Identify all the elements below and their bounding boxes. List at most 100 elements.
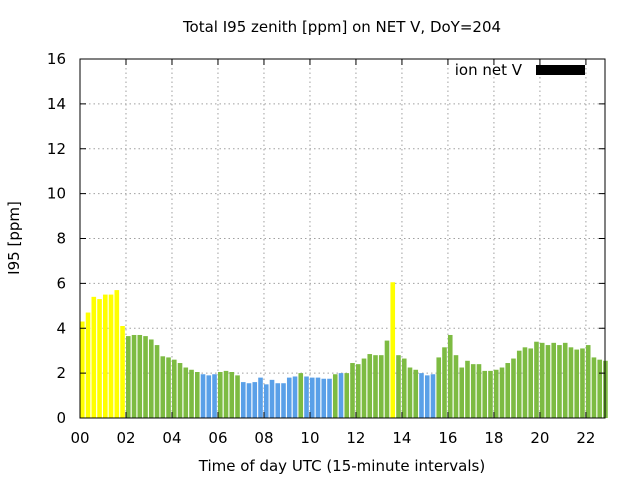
bar-11	[143, 336, 148, 418]
bar-59	[419, 373, 424, 418]
bar-18	[183, 367, 189, 418]
bar-79	[534, 341, 539, 418]
bar-70	[482, 370, 488, 418]
bar-78	[528, 348, 534, 418]
legend: ion net V	[455, 61, 585, 79]
bar-77	[522, 347, 528, 418]
bar-34	[275, 383, 281, 418]
bar-7	[120, 326, 125, 418]
x-tick-label-9: 18	[484, 429, 503, 447]
bar-14	[160, 356, 166, 418]
bar-65	[453, 355, 459, 418]
x-tick-label-5: 10	[300, 429, 319, 447]
bar-75	[511, 358, 516, 418]
bar-3	[97, 299, 102, 418]
bar-48	[355, 364, 361, 418]
bar-19	[189, 369, 194, 418]
y-tick-label-6: 12	[47, 140, 66, 158]
bar-67	[465, 360, 470, 418]
bar-29	[246, 383, 252, 418]
bar-21	[200, 374, 206, 418]
y-tick-label-7: 14	[47, 95, 66, 113]
bar-26	[229, 372, 235, 418]
bar-15	[166, 357, 171, 418]
bar-47	[350, 363, 355, 418]
x-tick-label-3: 06	[208, 429, 227, 447]
chart-title: Total I95 zenith [ppm] on NET V, DoY=204	[182, 18, 501, 36]
bar-9	[131, 334, 137, 418]
bar-31	[258, 377, 263, 418]
bar-60	[424, 375, 430, 418]
x-tick-label-6: 12	[346, 429, 365, 447]
bar-84	[562, 342, 568, 418]
x-tick-label-0: 00	[70, 429, 89, 447]
bar-17	[177, 363, 183, 418]
x-tick-label-11: 22	[576, 429, 595, 447]
bar-22	[206, 375, 212, 418]
bar-0	[80, 321, 85, 418]
bar-39	[304, 376, 309, 418]
bar-76	[516, 350, 522, 418]
x-tick-label-7: 14	[392, 429, 411, 447]
bar-6	[114, 290, 120, 418]
bar-12	[148, 339, 154, 418]
bar-28	[240, 382, 246, 418]
bar-38	[298, 373, 304, 418]
x-tick-label-4: 08	[254, 429, 273, 447]
bar-35	[281, 383, 286, 418]
bar-73	[499, 367, 505, 418]
bar-25	[223, 370, 229, 418]
bar-66	[459, 367, 465, 418]
bar-20	[194, 372, 200, 418]
bars	[80, 282, 608, 418]
bar-72	[493, 369, 499, 418]
y-tick-label-0: 0	[56, 409, 66, 427]
bar-24	[217, 372, 223, 418]
bar-88	[585, 345, 591, 418]
legend-label: ion net V	[455, 61, 523, 79]
y-tick-label-1: 2	[56, 364, 66, 382]
bar-58	[413, 369, 419, 418]
y-tick-label-4: 8	[56, 230, 66, 248]
bar-23	[212, 374, 217, 418]
bar-81	[545, 345, 551, 418]
bar-69	[476, 364, 482, 418]
bar-90	[597, 359, 603, 418]
bar-85	[568, 347, 574, 418]
y-tick-label-8: 16	[47, 50, 66, 68]
bar-82	[551, 342, 557, 418]
bar-40	[309, 377, 315, 418]
bar-63	[442, 347, 447, 418]
bar-55	[396, 355, 401, 418]
bar-5	[108, 294, 114, 418]
y-tick-label-3: 6	[56, 274, 66, 292]
y-axis-label: I95 [ppm]	[5, 201, 23, 275]
bar-2	[91, 296, 97, 418]
bar-68	[470, 364, 476, 418]
bar-43	[327, 378, 332, 418]
bar-27	[235, 375, 240, 418]
bar-52	[378, 355, 384, 418]
bar-45	[338, 373, 344, 418]
bar-64	[447, 334, 453, 418]
bar-51	[373, 355, 378, 418]
bar-37	[292, 376, 298, 418]
x-tick-label-10: 20	[530, 429, 549, 447]
bar-10	[137, 334, 143, 418]
bar-53	[384, 340, 390, 418]
y-tick-label-2: 4	[56, 319, 66, 337]
bar-46	[344, 373, 350, 418]
bar-44	[332, 374, 338, 418]
bar-36	[286, 377, 292, 418]
bar-80	[539, 342, 545, 418]
bar-62	[436, 357, 442, 418]
bar-57	[407, 367, 413, 418]
legend-swatch	[536, 65, 585, 75]
bar-74	[505, 363, 511, 418]
y-tick-label-5: 10	[47, 185, 66, 203]
bar-30	[252, 382, 258, 418]
bar-50	[367, 354, 373, 418]
bar-42	[321, 378, 327, 418]
